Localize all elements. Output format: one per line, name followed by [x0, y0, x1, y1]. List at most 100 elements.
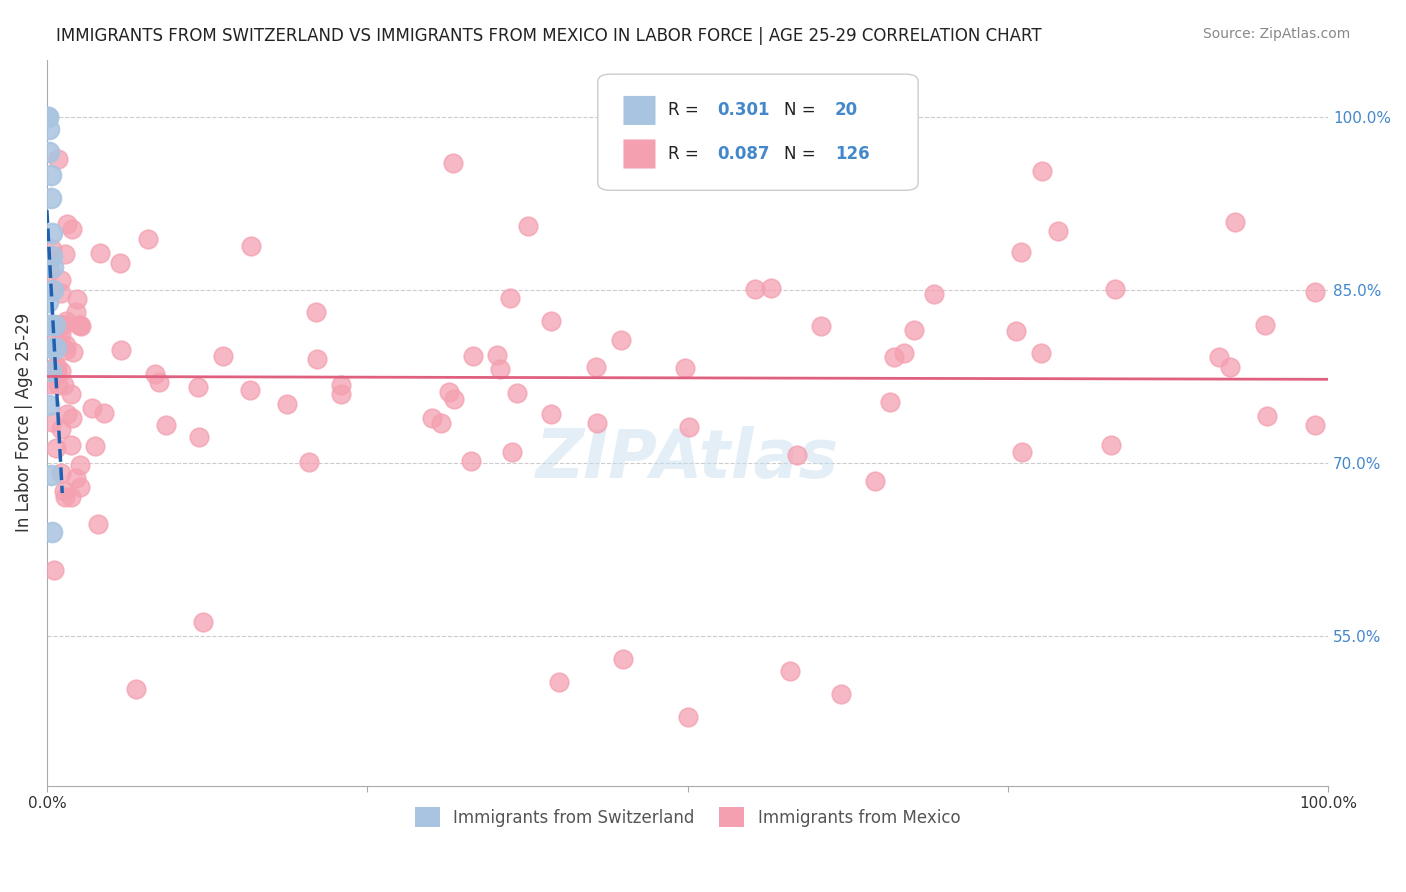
Point: [1305, 418, 1327, 433]
Point: [676, 709, 699, 723]
Point: [48, 318, 70, 332]
Point: [60, 438, 83, 452]
Point: [62, 222, 84, 236]
Point: [38, 318, 60, 332]
Point: [240, 239, 263, 253]
Point: [136, 232, 159, 246]
Y-axis label: In Labor Force | Age 25-29: In Labor Force | Age 25-29: [15, 313, 32, 533]
Point: [437, 384, 460, 399]
Point: [517, 219, 540, 233]
Text: ZIPAtlas: ZIPAtlas: [536, 426, 839, 492]
Point: [187, 379, 209, 393]
Point: [44, 318, 66, 332]
Legend: Immigrants from Switzerland, Immigrants from Mexico: Immigrants from Switzerland, Immigrants …: [406, 798, 969, 836]
Point: [678, 420, 700, 434]
Point: [610, 333, 633, 347]
Point: [49, 364, 72, 378]
Point: [39, 467, 62, 482]
Point: [460, 454, 482, 468]
Point: [893, 346, 915, 360]
Point: [145, 367, 167, 381]
Point: [329, 378, 352, 392]
Point: [49, 328, 72, 343]
Point: [41, 226, 63, 240]
Point: [506, 385, 529, 400]
Point: [443, 392, 465, 407]
FancyBboxPatch shape: [623, 139, 655, 169]
Point: [45, 441, 67, 455]
Point: [276, 397, 298, 411]
Point: [489, 362, 512, 376]
Text: 0.301: 0.301: [717, 102, 769, 120]
Point: [863, 474, 886, 488]
Point: [39, 364, 62, 378]
Point: [1010, 245, 1032, 260]
Point: [55, 338, 77, 352]
Point: [41, 242, 63, 256]
Point: [441, 156, 464, 170]
Point: [49, 338, 72, 352]
Point: [761, 281, 783, 295]
Point: [65, 471, 87, 485]
Point: [38, 398, 60, 412]
Text: 0.087: 0.087: [717, 145, 769, 163]
Point: [45, 360, 67, 375]
Point: [1031, 346, 1053, 360]
Point: [548, 675, 571, 690]
Point: [56, 217, 79, 231]
Point: [1031, 164, 1053, 178]
Point: [66, 292, 89, 306]
Point: [540, 314, 562, 328]
Point: [39, 377, 62, 392]
Point: [1011, 445, 1033, 459]
Point: [56, 407, 79, 421]
Point: [45, 341, 67, 355]
Text: 20: 20: [835, 102, 858, 120]
Point: [69, 458, 91, 472]
Point: [485, 348, 508, 362]
Point: [53, 377, 76, 392]
Text: N =: N =: [783, 145, 821, 163]
FancyBboxPatch shape: [598, 74, 918, 190]
Point: [883, 350, 905, 364]
Point: [38, 251, 60, 265]
Point: [41, 416, 63, 430]
Point: [49, 318, 72, 332]
Point: [1099, 438, 1122, 452]
Point: [45, 359, 67, 374]
Point: [212, 349, 235, 363]
Point: [69, 318, 91, 332]
Point: [501, 444, 523, 458]
Point: [110, 343, 132, 357]
Point: [744, 282, 766, 296]
Point: [191, 615, 214, 629]
Point: [44, 563, 66, 577]
Point: [239, 383, 262, 397]
Point: [39, 168, 62, 182]
Point: [1223, 215, 1246, 229]
Point: [830, 687, 852, 701]
Point: [49, 273, 72, 287]
Point: [53, 491, 76, 505]
Point: [42, 318, 65, 332]
Point: [59, 387, 82, 401]
Point: [51, 422, 73, 436]
Point: [585, 416, 607, 430]
Point: [52, 483, 75, 498]
Point: [49, 285, 72, 300]
Point: [69, 318, 91, 332]
Point: [37, 110, 59, 124]
Point: [65, 305, 87, 319]
Point: [110, 256, 132, 270]
Point: [903, 323, 925, 337]
Text: Source: ZipAtlas.com: Source: ZipAtlas.com: [1202, 27, 1350, 41]
Point: [779, 664, 801, 678]
Point: [70, 319, 93, 334]
Point: [38, 145, 60, 159]
Point: [37, 318, 59, 332]
Point: [51, 466, 73, 480]
Point: [42, 260, 65, 274]
Point: [39, 263, 62, 277]
Point: [1256, 409, 1278, 424]
Point: [42, 360, 65, 375]
